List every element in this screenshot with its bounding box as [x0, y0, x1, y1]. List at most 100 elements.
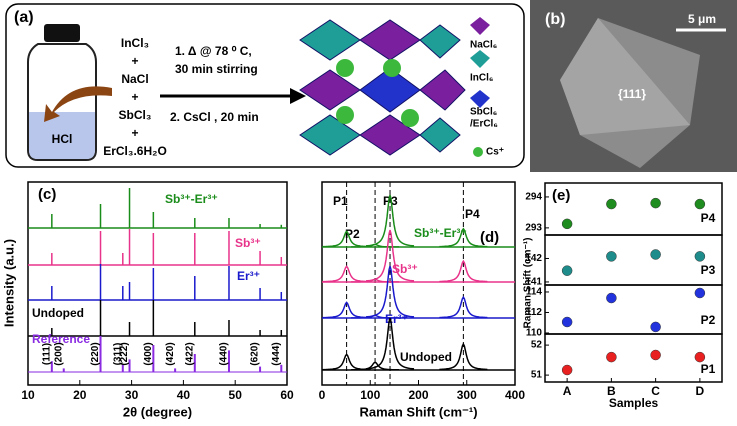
- arrowhead: [290, 88, 306, 104]
- bottle-cap: [44, 24, 80, 42]
- legend-label: NaCl₆: [470, 40, 497, 51]
- x-tick-label: 40: [177, 388, 191, 402]
- series-label: Sb³⁺: [235, 236, 261, 250]
- subplot-label: P2: [701, 313, 716, 327]
- reagent: NaCl: [121, 72, 148, 86]
- y-tick-label: 52: [531, 340, 543, 351]
- legend-label: Cs⁺: [486, 147, 504, 158]
- x-tick-label: 200: [408, 388, 428, 402]
- point: [561, 218, 573, 230]
- x-tick-label: 50: [229, 388, 243, 402]
- x-tick-label: 300: [457, 388, 477, 402]
- solvent-label: HCl: [52, 132, 73, 146]
- panel-label: (e): [552, 187, 570, 204]
- hkl-label: (420): [165, 342, 176, 365]
- x-tick-label: 10: [21, 388, 35, 402]
- panel-label: (b): [545, 11, 565, 28]
- x-axis-label: 2θ (degree): [123, 404, 192, 419]
- x-tick-label: C: [651, 384, 660, 398]
- hkl-label: (422): [184, 342, 195, 365]
- reagent: +: [131, 90, 138, 104]
- series-label: Undoped: [32, 306, 84, 320]
- subplot-label: P3: [701, 263, 716, 277]
- y-tick-label: 110: [526, 328, 543, 339]
- series-label: Sb³⁺: [392, 262, 418, 276]
- point: [606, 251, 617, 262]
- y-tick-label: 112: [526, 307, 543, 318]
- raman-peak: [439, 259, 488, 283]
- reagent: ErCl₃.6H₂O: [103, 144, 167, 158]
- octahedron: [419, 24, 461, 59]
- y-tick-label: 294: [525, 192, 542, 203]
- crystal-structure: [299, 19, 466, 156]
- x-tick-label: 60: [280, 388, 294, 402]
- point: [694, 198, 706, 210]
- raman-peak: [351, 361, 400, 371]
- subplot-frame: [544, 333, 723, 383]
- cs-atom: [336, 59, 354, 77]
- octahedron: [419, 69, 466, 111]
- cs-atom: [383, 59, 401, 77]
- reference-label: Reference: [32, 332, 90, 346]
- peak-label: P4: [465, 207, 480, 221]
- raman-peak: [439, 295, 488, 319]
- point: [694, 287, 706, 299]
- panel-label: (d): [480, 229, 499, 246]
- x-tick-label: 20: [73, 388, 87, 402]
- subplot-label: P1: [701, 362, 716, 376]
- panel-label: (a): [14, 9, 34, 26]
- y-tick-label: 114: [526, 287, 543, 298]
- step: 2. CsCl , 20 min: [170, 110, 259, 124]
- x-tick-label: D: [696, 384, 705, 398]
- subplot-frame: [544, 234, 723, 286]
- point: [561, 265, 573, 276]
- raman-peak: [365, 229, 415, 282]
- point: [650, 321, 661, 333]
- legend-icon: [470, 90, 490, 108]
- raman-peak: [365, 265, 415, 318]
- x-tick-label: 30: [125, 388, 139, 402]
- hkl-label: (222): [119, 342, 130, 365]
- raman-peak: [365, 194, 415, 247]
- peak-label: P3: [383, 194, 398, 208]
- point: [650, 349, 661, 361]
- point: [694, 351, 706, 363]
- raman-peak: [439, 342, 488, 371]
- x-tick-label: 400: [505, 388, 525, 402]
- liquid: [29, 112, 95, 159]
- reagent: +: [131, 126, 138, 140]
- raman-peak: [365, 317, 415, 370]
- point: [606, 198, 617, 210]
- legend-label: SbCl₆: [470, 107, 497, 118]
- legend-label: /ErCl₆: [470, 119, 498, 130]
- x-tick-label: 100: [360, 388, 380, 402]
- y-axis-label: Intensity (a.u.): [1, 239, 16, 327]
- x-axis-label: Samples: [609, 396, 659, 410]
- series-label: Er³⁺: [237, 269, 260, 283]
- cs-atom: [401, 109, 419, 127]
- y-tick-label: 293: [525, 223, 542, 234]
- hkl-label: (200): [53, 342, 64, 365]
- y-tick-label: 141: [525, 277, 542, 288]
- hkl-label: (311): [112, 343, 123, 366]
- x-tick-label: 0: [319, 388, 326, 402]
- y-axis-label: Raman Shift (cm⁻¹): [523, 238, 534, 329]
- legend-icon: [470, 17, 490, 35]
- subplot-frame: [544, 182, 723, 236]
- x-axis-label: Raman Shift (cm⁻¹): [359, 404, 477, 419]
- legend-label: InCl₆: [470, 73, 493, 84]
- hkl-label: (111): [41, 343, 52, 365]
- hkl-label: (220): [90, 342, 101, 365]
- legend-icon: [473, 147, 483, 157]
- legend-icon: [470, 50, 490, 68]
- hkl-label: (440): [219, 342, 230, 365]
- crystal-facet: [560, 18, 690, 135]
- reagent: +: [131, 54, 138, 68]
- raman-peak: [439, 227, 488, 248]
- point: [561, 364, 573, 376]
- hkl-label: (620): [250, 342, 261, 365]
- series-label: Sb³⁺-Er³⁺: [414, 226, 467, 240]
- panel-label: (c): [38, 186, 56, 203]
- peak-label: P1: [333, 194, 348, 208]
